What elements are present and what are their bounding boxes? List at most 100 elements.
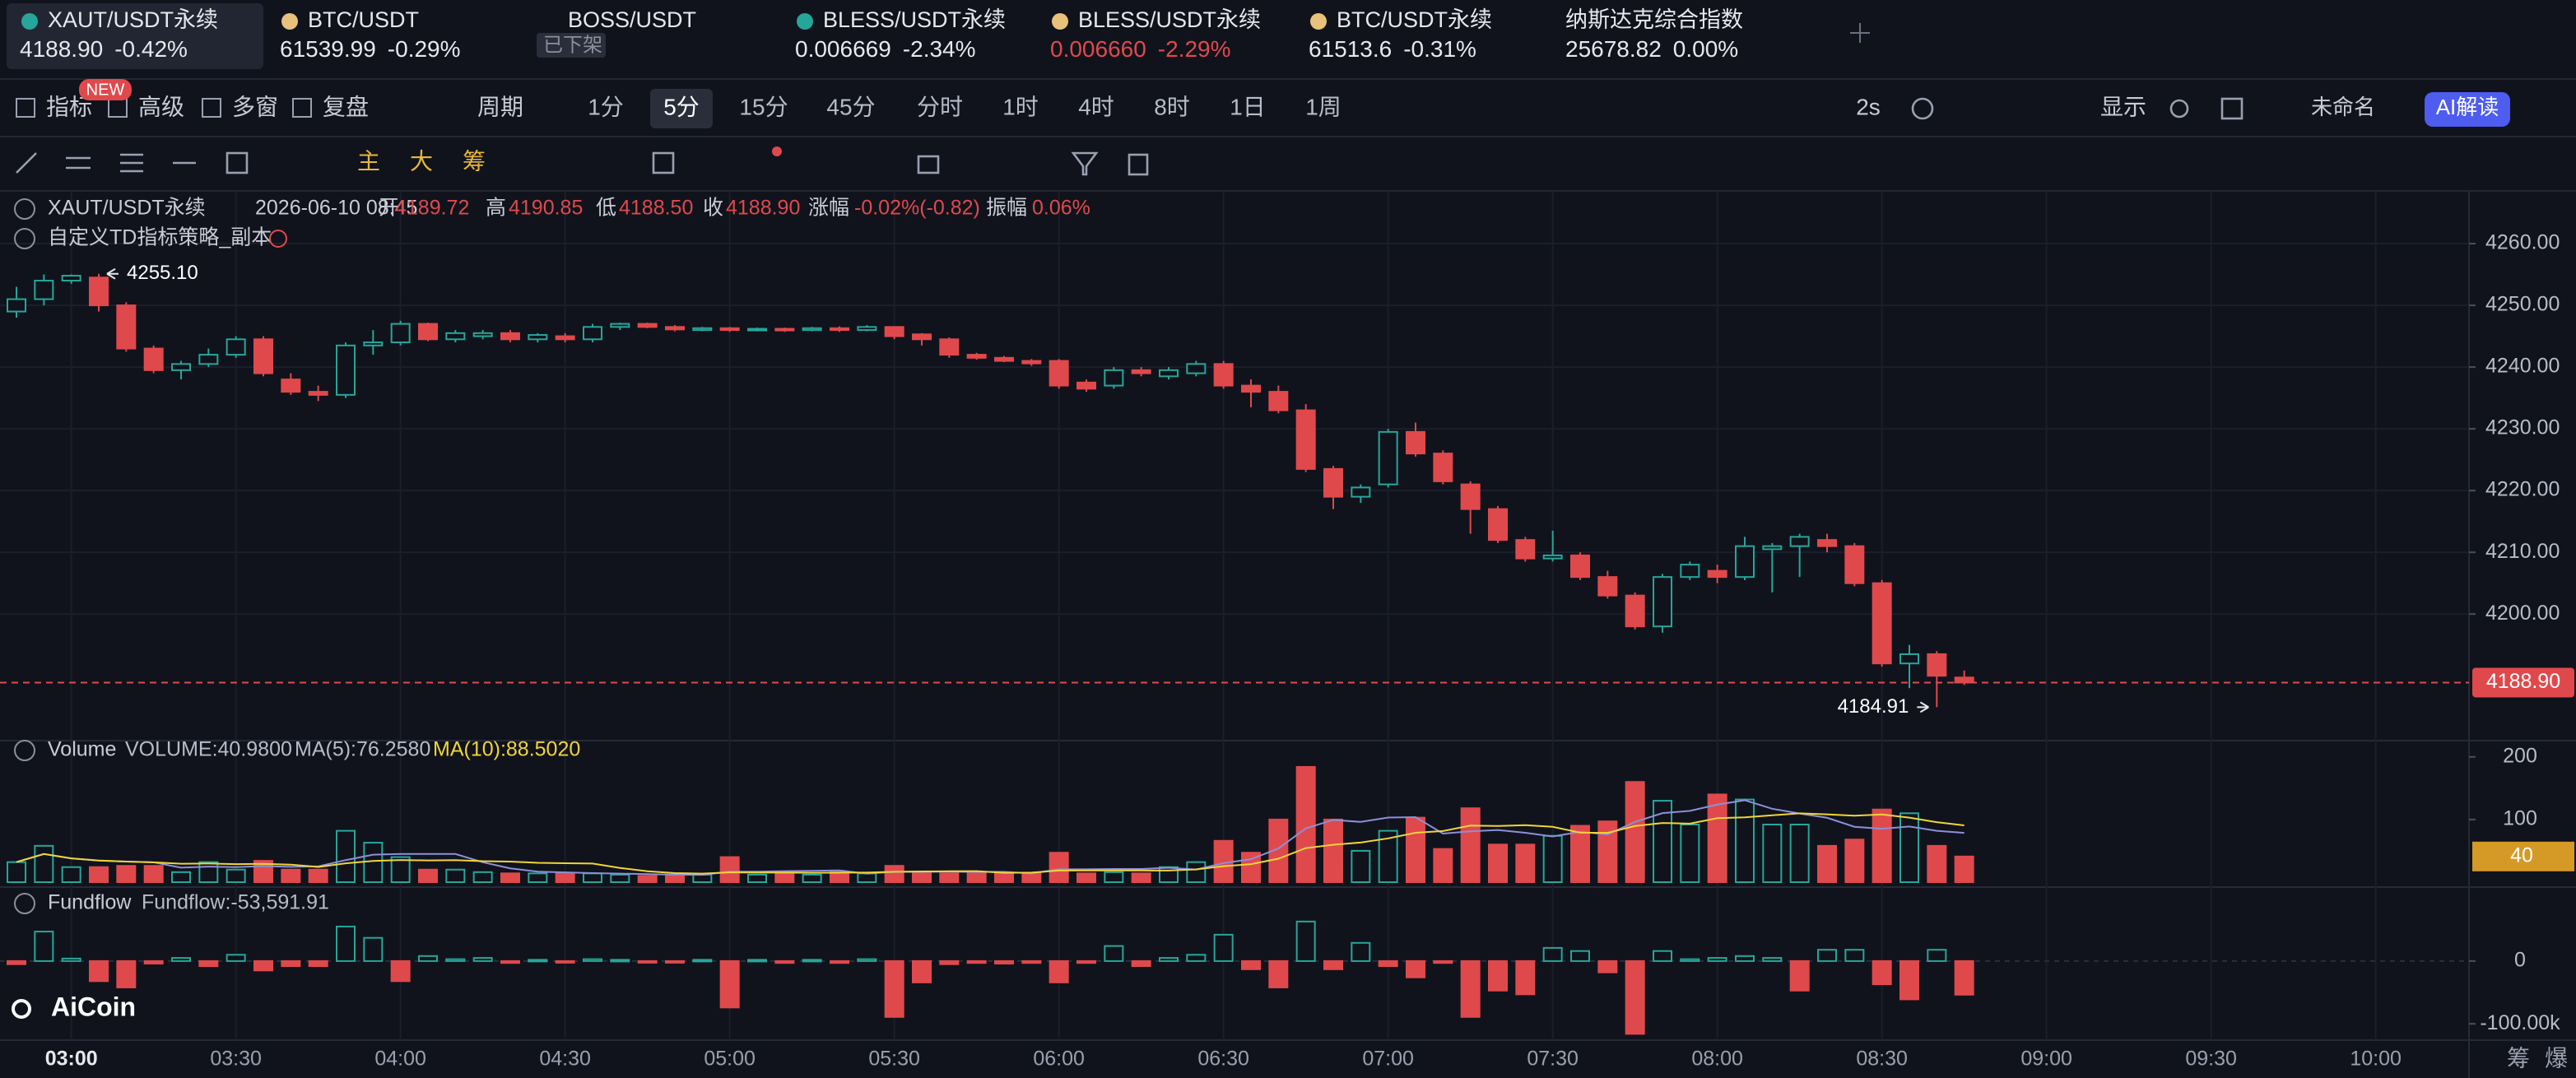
draw-tool[interactable]: 大 [410, 148, 433, 174]
candle-body [61, 275, 81, 282]
ticker-change: -2.34% [903, 36, 976, 62]
collapse-icon[interactable] [14, 740, 35, 761]
ticker-change: -0.31% [1403, 36, 1476, 62]
tool-icon[interactable] [16, 152, 37, 174]
candle-body [1872, 582, 1892, 665]
panel-legend: VOLUME:40.9800 [125, 738, 292, 761]
bar [1076, 872, 1096, 883]
bar [1844, 949, 1865, 962]
bar [830, 871, 849, 883]
tool-button[interactable]: 多窗 [232, 94, 278, 119]
tool-button[interactable]: 高级 [138, 94, 184, 119]
ticker-name[interactable]: XAUT/USDT永续 [48, 7, 218, 32]
bar [1295, 765, 1316, 883]
candle-body [747, 328, 767, 332]
tool-icon[interactable] [292, 98, 312, 118]
collapse-icon[interactable] [14, 228, 35, 249]
settings-icon[interactable] [2169, 99, 2189, 118]
period-button[interactable]: 8时 [1154, 94, 1190, 119]
ticker-quote[interactable]: 4188.90 -0.42% [20, 36, 188, 62]
candle-body [1241, 384, 1261, 393]
bar [116, 960, 137, 988]
bar [1762, 957, 1783, 962]
period-button[interactable]: 15分 [739, 94, 788, 119]
bar [1076, 960, 1096, 964]
draw-tool[interactable]: 筹 [463, 148, 486, 174]
candle-body [1049, 360, 1069, 387]
tool-icon[interactable] [917, 155, 940, 174]
ticker-quote[interactable]: 0.006660 -2.29% [1050, 36, 1231, 62]
period-button[interactable]: 4时 [1078, 94, 1114, 119]
layout-name[interactable]: 未命名 [2311, 95, 2375, 119]
period-button[interactable]: 1日 [1230, 94, 1266, 119]
candle-body [281, 379, 301, 393]
tool-icon[interactable] [202, 98, 221, 118]
ticker-icon[interactable] [1310, 13, 1327, 30]
ticker-quote[interactable]: 0.006669 -2.34% [795, 36, 976, 62]
period-button[interactable]: 1时 [1002, 94, 1039, 119]
period-button[interactable]: 1分 [588, 94, 624, 119]
period-menu[interactable]: 周期 [477, 94, 523, 119]
corner-button[interactable]: 筹 [2507, 1045, 2530, 1071]
bar [198, 960, 219, 968]
tool-icon[interactable] [226, 151, 249, 174]
ticker-name[interactable]: BTC/USDT [308, 7, 419, 32]
tool-icon[interactable] [1128, 153, 1149, 176]
warning-icon[interactable] [269, 230, 287, 248]
active-tab[interactable] [7, 3, 263, 69]
display-menu[interactable]: 显示 [2100, 94, 2146, 119]
ai-button-text[interactable]: AI解读 [2436, 95, 2499, 119]
candle-body [802, 327, 822, 332]
ticker-price: 61539.99 [280, 36, 376, 62]
collapse-icon[interactable] [14, 198, 35, 220]
indicator-name: 自定义TD指标策略_副本 [48, 226, 272, 249]
tool-button[interactable]: 复盘 [323, 94, 369, 119]
tool-icon[interactable] [1071, 151, 1099, 176]
bar [1625, 960, 1645, 1035]
ticker-icon[interactable] [1052, 13, 1068, 30]
period-button[interactable]: 1周 [1305, 94, 1341, 119]
ticker-quote[interactable]: 61513.6 -0.31% [1309, 36, 1476, 62]
bar [418, 955, 438, 962]
bar [1241, 960, 1261, 970]
collapse-icon[interactable] [14, 893, 35, 914]
period-button[interactable]: 5分 [663, 94, 700, 119]
bar [637, 875, 658, 884]
refresh-rate[interactable]: 2s [1856, 94, 1881, 119]
logo: AiCoin [51, 992, 136, 1021]
bar [637, 960, 658, 964]
bar [1021, 872, 1042, 883]
legend-symbol: XAUT/USDT永续 [48, 197, 206, 220]
ai-button[interactable] [2425, 92, 2510, 127]
bar [1159, 866, 1179, 883]
candle-body [1927, 653, 1947, 677]
ticker-name[interactable]: BTC/USDT永续 [1337, 7, 1492, 32]
bar [336, 925, 356, 962]
bar [7, 960, 26, 965]
corner-button[interactable]: 爆 [2545, 1045, 2568, 1071]
ticker-quote[interactable]: 25678.82 0.00% [1565, 36, 1738, 62]
ticker-price: 4188.90 [20, 36, 103, 62]
bar [1406, 816, 1425, 883]
fullscreen-icon[interactable] [2220, 97, 2244, 120]
period-button[interactable]: 分时 [917, 94, 963, 119]
bar [1762, 823, 1783, 883]
ticker-icon[interactable] [281, 13, 298, 30]
panel-legend: MA(10):88.5020 [433, 738, 580, 761]
panel-title: Volume [48, 738, 116, 761]
bar [1049, 852, 1069, 884]
ticker-icon[interactable] [797, 13, 813, 30]
tool-icon[interactable] [16, 98, 35, 118]
draw-tool[interactable]: 主 [357, 148, 380, 174]
period-button[interactable]: 45分 [826, 94, 875, 119]
ticker-icon[interactable] [21, 13, 38, 30]
bar [89, 866, 109, 883]
camera-icon[interactable] [1911, 97, 1934, 120]
tool-icon[interactable] [652, 151, 675, 174]
ticker-name[interactable]: BLESS/USDT永续 [1078, 7, 1261, 32]
ticker-name[interactable]: 纳斯达克综合指数 [1565, 7, 1743, 32]
candle-body [1295, 409, 1316, 470]
ticker-name[interactable]: BLESS/USDT永续 [823, 7, 1006, 32]
ticker-quote[interactable]: 61539.99 -0.29% [280, 36, 461, 62]
ticker-name[interactable]: BOSS/USDT [568, 7, 696, 32]
